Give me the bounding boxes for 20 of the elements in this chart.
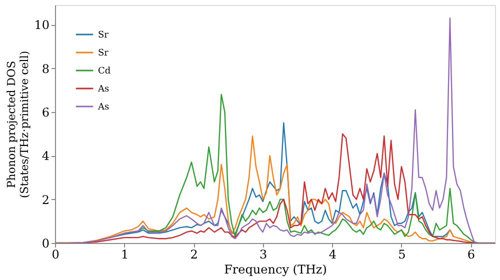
legend-label: Sr — [98, 48, 110, 58]
legend-label: As — [97, 102, 110, 112]
x-tick-label: 6 — [467, 248, 476, 262]
legend-label: Cd — [98, 66, 111, 76]
y-tick-label: 0 — [42, 236, 50, 250]
x-axis-title: Frequency (THz) — [224, 262, 327, 276]
y-tick-label: 8 — [42, 62, 50, 76]
x-tick-label: 1 — [120, 248, 129, 262]
y-axis-title: Phonon projected DOS (States/THz·primitive cell) — [5, 50, 32, 198]
legend-label: Sr — [98, 30, 110, 40]
x-tick-label: 5 — [398, 248, 406, 262]
x-tick-label: 3 — [260, 248, 268, 262]
y-tick-label: 6 — [42, 105, 50, 120]
x-tick-label: 4 — [328, 248, 337, 262]
legend-label: As — [97, 84, 110, 94]
y-tick-label: 10 — [34, 18, 50, 32]
x-tick-label: 0 — [52, 248, 60, 262]
y-tick-label: 2 — [42, 192, 50, 207]
x-tick-label: 2 — [190, 248, 198, 262]
y-tick-label: 4 — [42, 149, 50, 164]
